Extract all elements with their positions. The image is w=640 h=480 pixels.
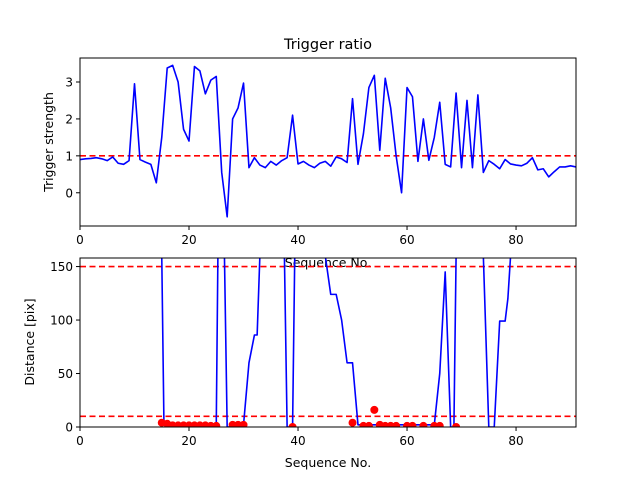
bottom-axes-frame — [79, 257, 577, 428]
bottom-y-tick-label-0: 0 — [65, 421, 73, 435]
top-x-tick-label-2: 40 — [290, 233, 305, 247]
bottom-marker-14 — [288, 423, 297, 427]
top-series-line-0 — [80, 64, 576, 218]
top-x-axis-label: Sequence No. — [285, 255, 371, 270]
bottom-y-tick-label-3: 150 — [50, 260, 73, 274]
top-y-tick-label-0: 0 — [65, 186, 73, 200]
bottom-marker-10 — [212, 421, 221, 427]
top-x-tick-label-4: 80 — [508, 233, 523, 247]
bottom-marker-28 — [452, 423, 461, 427]
bottom-marker-25 — [419, 421, 428, 427]
bottom-x-tick-label-0: 0 — [76, 434, 84, 448]
bottom-marker-18 — [370, 405, 379, 414]
top-x-tick-label-3: 60 — [399, 233, 414, 247]
top-plot-area — [80, 64, 576, 218]
bottom-x-tick-label-2: 40 — [290, 434, 305, 448]
bottom-y-tick-label-2: 100 — [50, 314, 73, 328]
bottom-x-tick-label-4: 80 — [508, 434, 523, 448]
bottom-marker-13 — [239, 420, 248, 427]
bottom-y-tick-label-1: 50 — [58, 367, 73, 381]
bottom-plot-area — [80, 258, 576, 427]
top-axes-frame — [79, 57, 577, 227]
top-y-tick-label-3: 3 — [65, 76, 73, 90]
bottom-y-axis-label: Distance [pix] — [22, 298, 37, 385]
bottom-x-tick-label-1: 20 — [181, 434, 196, 448]
top-x-tick-label-1: 20 — [181, 233, 196, 247]
bottom-marker-15 — [348, 418, 357, 427]
bottom-axes: Sequence No. Distance [pix] 0 20 40 60 80 0 50… — [22, 257, 577, 470]
bottom-marker-24 — [408, 421, 417, 427]
top-axes: Trigger ratio Sequence No. Trigger stren… — [41, 37, 577, 270]
top-x-tick-label-0: 0 — [76, 233, 84, 247]
top-y-tick-label-1: 1 — [65, 149, 73, 163]
top-y-axis-label: Trigger strength — [41, 92, 56, 193]
bottom-x-tick-label-3: 60 — [399, 434, 414, 448]
bottom-marker-27 — [435, 421, 444, 427]
bottom-x-axis-label: Sequence No. — [285, 455, 371, 470]
bottom-marker-17 — [364, 421, 373, 427]
top-y-tick-label-2: 2 — [65, 112, 73, 126]
top-chart-title: Trigger ratio — [283, 37, 372, 53]
bottom-marker-22 — [392, 421, 401, 427]
